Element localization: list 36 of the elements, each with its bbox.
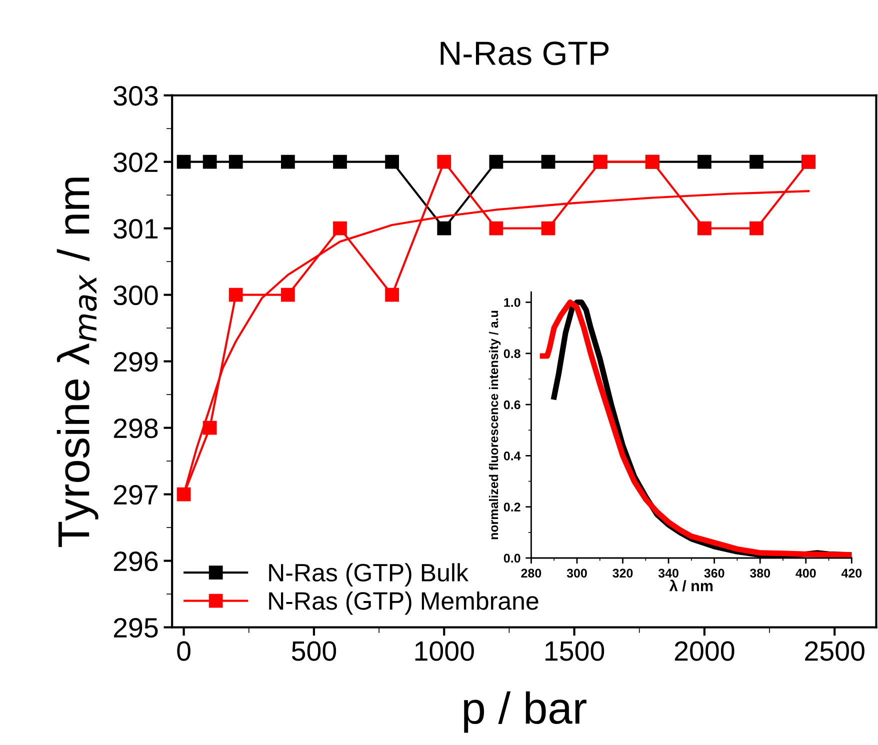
y-tick-label: 0.6 xyxy=(504,400,520,410)
x-tick-label: 340 xyxy=(658,568,678,578)
y-tick-label: 0.2 xyxy=(504,502,520,512)
y-tick-label: 0.4 xyxy=(504,452,521,460)
y-axis-title: Tyrosine λ$_{max}$ / nm xyxy=(56,178,98,547)
chart-title: N-Ras GTP xyxy=(440,42,609,66)
y-tick-label: 297 xyxy=(114,484,158,505)
legend-label: N-Ras (GTP) Membrane xyxy=(269,591,538,615)
y-tick-label: 0.8 xyxy=(504,349,520,358)
y-tick-label: 0.0 xyxy=(504,554,520,563)
y-tick-label: 301 xyxy=(114,219,158,239)
x-tick-label: 360 xyxy=(704,568,724,578)
y-tick-label: 302 xyxy=(114,152,158,172)
x-tick-label: 2500 xyxy=(805,641,864,661)
y-tick-label: 300 xyxy=(114,286,158,306)
x-tick-label: 300 xyxy=(566,568,587,578)
y-tick-label: 295 xyxy=(114,618,158,638)
y-tick-label: 1.0 xyxy=(504,298,520,307)
y-tick-label: 298 xyxy=(114,418,158,438)
legend-label: N-Ras (GTP) Bulk xyxy=(269,563,469,586)
x-tick-label: 2000 xyxy=(674,641,734,661)
x-tick-label: 0 xyxy=(177,641,190,661)
x-tick-label: 380 xyxy=(750,568,770,578)
x-tick-label: 280 xyxy=(521,568,542,578)
x-axis-title: λ / nm xyxy=(669,580,713,592)
y-tick-label: 303 xyxy=(114,86,158,106)
y-axis-title: normalized fluorescence intensity / a.u xyxy=(488,310,501,540)
x-tick-label: 320 xyxy=(612,568,633,578)
y-tick-label: 299 xyxy=(114,352,158,372)
x-tick-label: 500 xyxy=(292,641,336,661)
x-tick-label: 1500 xyxy=(546,641,604,661)
y-tick-label: 296 xyxy=(114,551,158,572)
x-tick-label: 1000 xyxy=(415,641,474,661)
x-tick-label: 420 xyxy=(841,568,862,578)
x-tick-label: 400 xyxy=(796,568,816,578)
x-axis-title: p / bar xyxy=(464,691,586,733)
